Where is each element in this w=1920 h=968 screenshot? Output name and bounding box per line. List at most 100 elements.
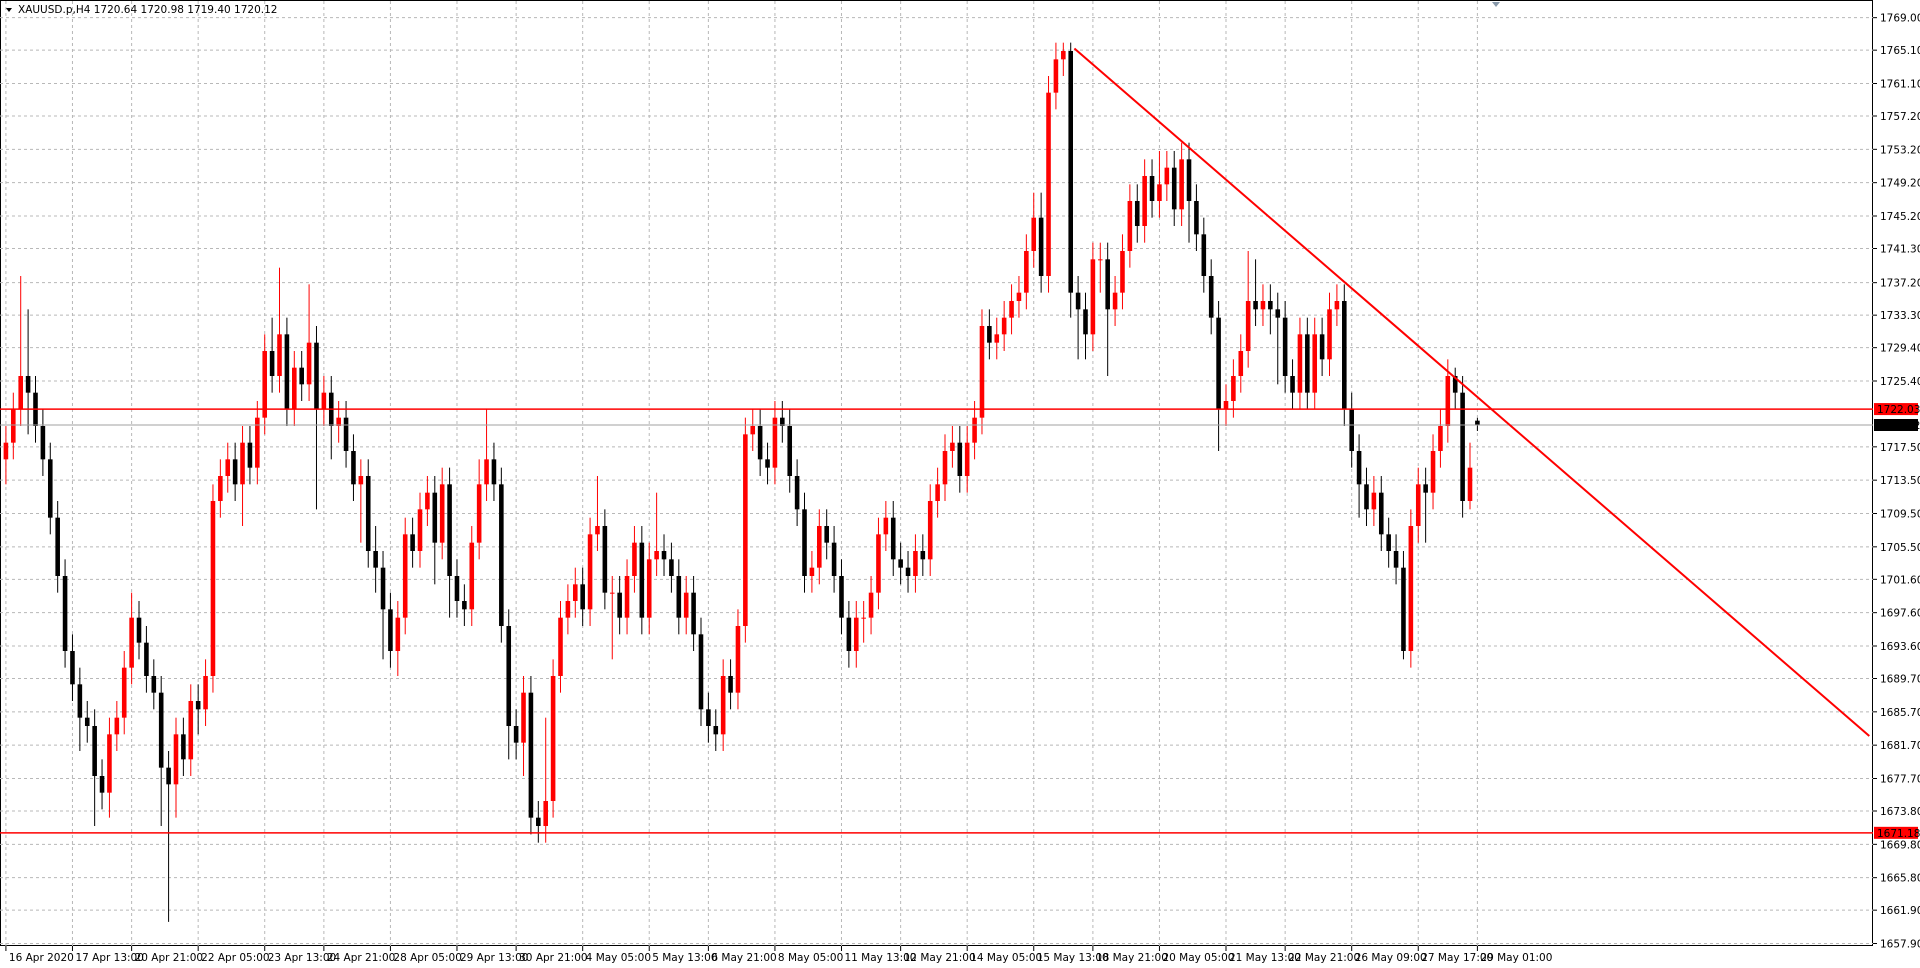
- y-tick-label: 1737.20: [1880, 278, 1920, 290]
- y-tick-label: 1661.90: [1880, 905, 1920, 917]
- candle-body: [935, 484, 940, 501]
- candle-body: [743, 434, 748, 626]
- candle-body: [950, 442, 955, 451]
- candle-body: [720, 676, 726, 735]
- candle-body: [713, 726, 719, 735]
- candle-body: [1438, 426, 1443, 451]
- menu-arrow[interactable]: [6, 8, 12, 12]
- candle-body: [550, 676, 556, 801]
- candle-body: [1342, 301, 1347, 410]
- candle-body: [1083, 309, 1088, 335]
- candle-body: [1149, 176, 1155, 201]
- candle-body: [683, 592, 689, 618]
- y-tick-label: 1713.50: [1880, 475, 1920, 487]
- candle-body: [691, 592, 696, 635]
- y-tick-label: 1673.80: [1880, 806, 1920, 818]
- candle-body: [1112, 292, 1118, 310]
- candle-body: [1364, 484, 1369, 510]
- candle-body: [1016, 292, 1022, 301]
- candle-body: [661, 551, 667, 560]
- candle-body: [1208, 276, 1214, 318]
- candle-body: [824, 526, 829, 543]
- candle-body: [151, 676, 157, 693]
- grid: [0, 1, 1873, 946]
- candle-body: [706, 709, 711, 726]
- bid-label: 1720.12: [1877, 420, 1920, 432]
- candle-body: [780, 417, 785, 426]
- candle-body: [876, 534, 881, 593]
- candle-body: [964, 442, 970, 476]
- candle-body: [861, 617, 866, 619]
- candle-body: [809, 567, 815, 576]
- candle-body: [1268, 301, 1273, 310]
- candle-body: [299, 367, 304, 385]
- candle-body: [262, 351, 268, 418]
- candle-body: [195, 701, 201, 710]
- candle-body: [269, 351, 275, 376]
- candle-body: [358, 476, 364, 485]
- candle-body: [70, 651, 75, 685]
- candle-body: [1334, 301, 1340, 310]
- y-tick-label: 1705.50: [1880, 542, 1920, 554]
- candle-body: [1393, 551, 1399, 568]
- y-tick-label: 1717.50: [1880, 442, 1920, 454]
- candle-body: [432, 492, 438, 543]
- candle-body: [173, 734, 179, 785]
- candle-body: [972, 417, 977, 443]
- axes: 1769.00 1765.10 1761.10 1757.20 1753.20 1749.…: [5, 13, 1920, 964]
- x-tick-label: 22 Apr 05:00: [201, 952, 269, 964]
- x-tick-label: 23 Apr 13:00: [268, 952, 336, 964]
- candle-body: [646, 559, 652, 618]
- candle-body: [395, 617, 401, 651]
- candle-body: [1253, 301, 1258, 310]
- scroll-marker: [1492, 2, 1500, 7]
- y-tick-label: 1757.20: [1880, 111, 1920, 123]
- level-tag: [1874, 403, 1918, 416]
- candle-body: [203, 676, 208, 710]
- candle-body: [247, 442, 253, 468]
- x-tick-label: 21 May 13:00: [1229, 952, 1301, 964]
- candle-body: [1201, 234, 1207, 276]
- candle-body: [1120, 251, 1125, 293]
- candle-body: [144, 642, 149, 676]
- candle-body: [676, 576, 682, 618]
- candle-body: [77, 684, 83, 718]
- candle-body: [595, 526, 600, 535]
- candle-body: [506, 626, 512, 726]
- y-tick-label: 1681.70: [1880, 740, 1920, 752]
- candle-body: [1245, 301, 1251, 351]
- candle-body: [513, 726, 519, 743]
- x-tick-label: 30 Apr 21:00: [519, 952, 587, 964]
- x-tick-label: 22 May 21:00: [1288, 952, 1360, 964]
- candle-body: [1312, 334, 1318, 393]
- candle-body: [292, 367, 297, 410]
- candle-body: [1075, 292, 1081, 310]
- candle-body: [1194, 201, 1199, 235]
- candle-body: [18, 376, 23, 410]
- candle-body: [1275, 309, 1281, 318]
- candle-body: [1327, 309, 1332, 360]
- y-tick-label: 1729.40: [1880, 343, 1920, 355]
- candle-body: [639, 542, 645, 618]
- candle-body: [565, 601, 571, 618]
- candle-body: [846, 617, 852, 651]
- candle-body: [469, 542, 475, 610]
- x-tick-label: 8 May 05:00: [778, 952, 843, 964]
- x-tick-label: 18 May 21:00: [1096, 952, 1168, 964]
- candle-body: [425, 492, 430, 510]
- candle-body: [1415, 484, 1421, 526]
- candle-body: [898, 559, 903, 568]
- candle-body: [277, 334, 282, 376]
- candle-body: [602, 526, 608, 593]
- candle-body: [698, 634, 704, 710]
- x-tick-label: 15 May 13:00: [1037, 952, 1109, 964]
- candle-body: [336, 417, 341, 426]
- y-tick-label: 1689.70: [1880, 674, 1920, 686]
- candle-body: [491, 459, 497, 485]
- candle-body: [388, 609, 393, 651]
- candle-body: [1009, 301, 1014, 318]
- candle-body: [624, 576, 630, 618]
- candle-body: [1171, 167, 1177, 210]
- candle-body: [794, 476, 800, 510]
